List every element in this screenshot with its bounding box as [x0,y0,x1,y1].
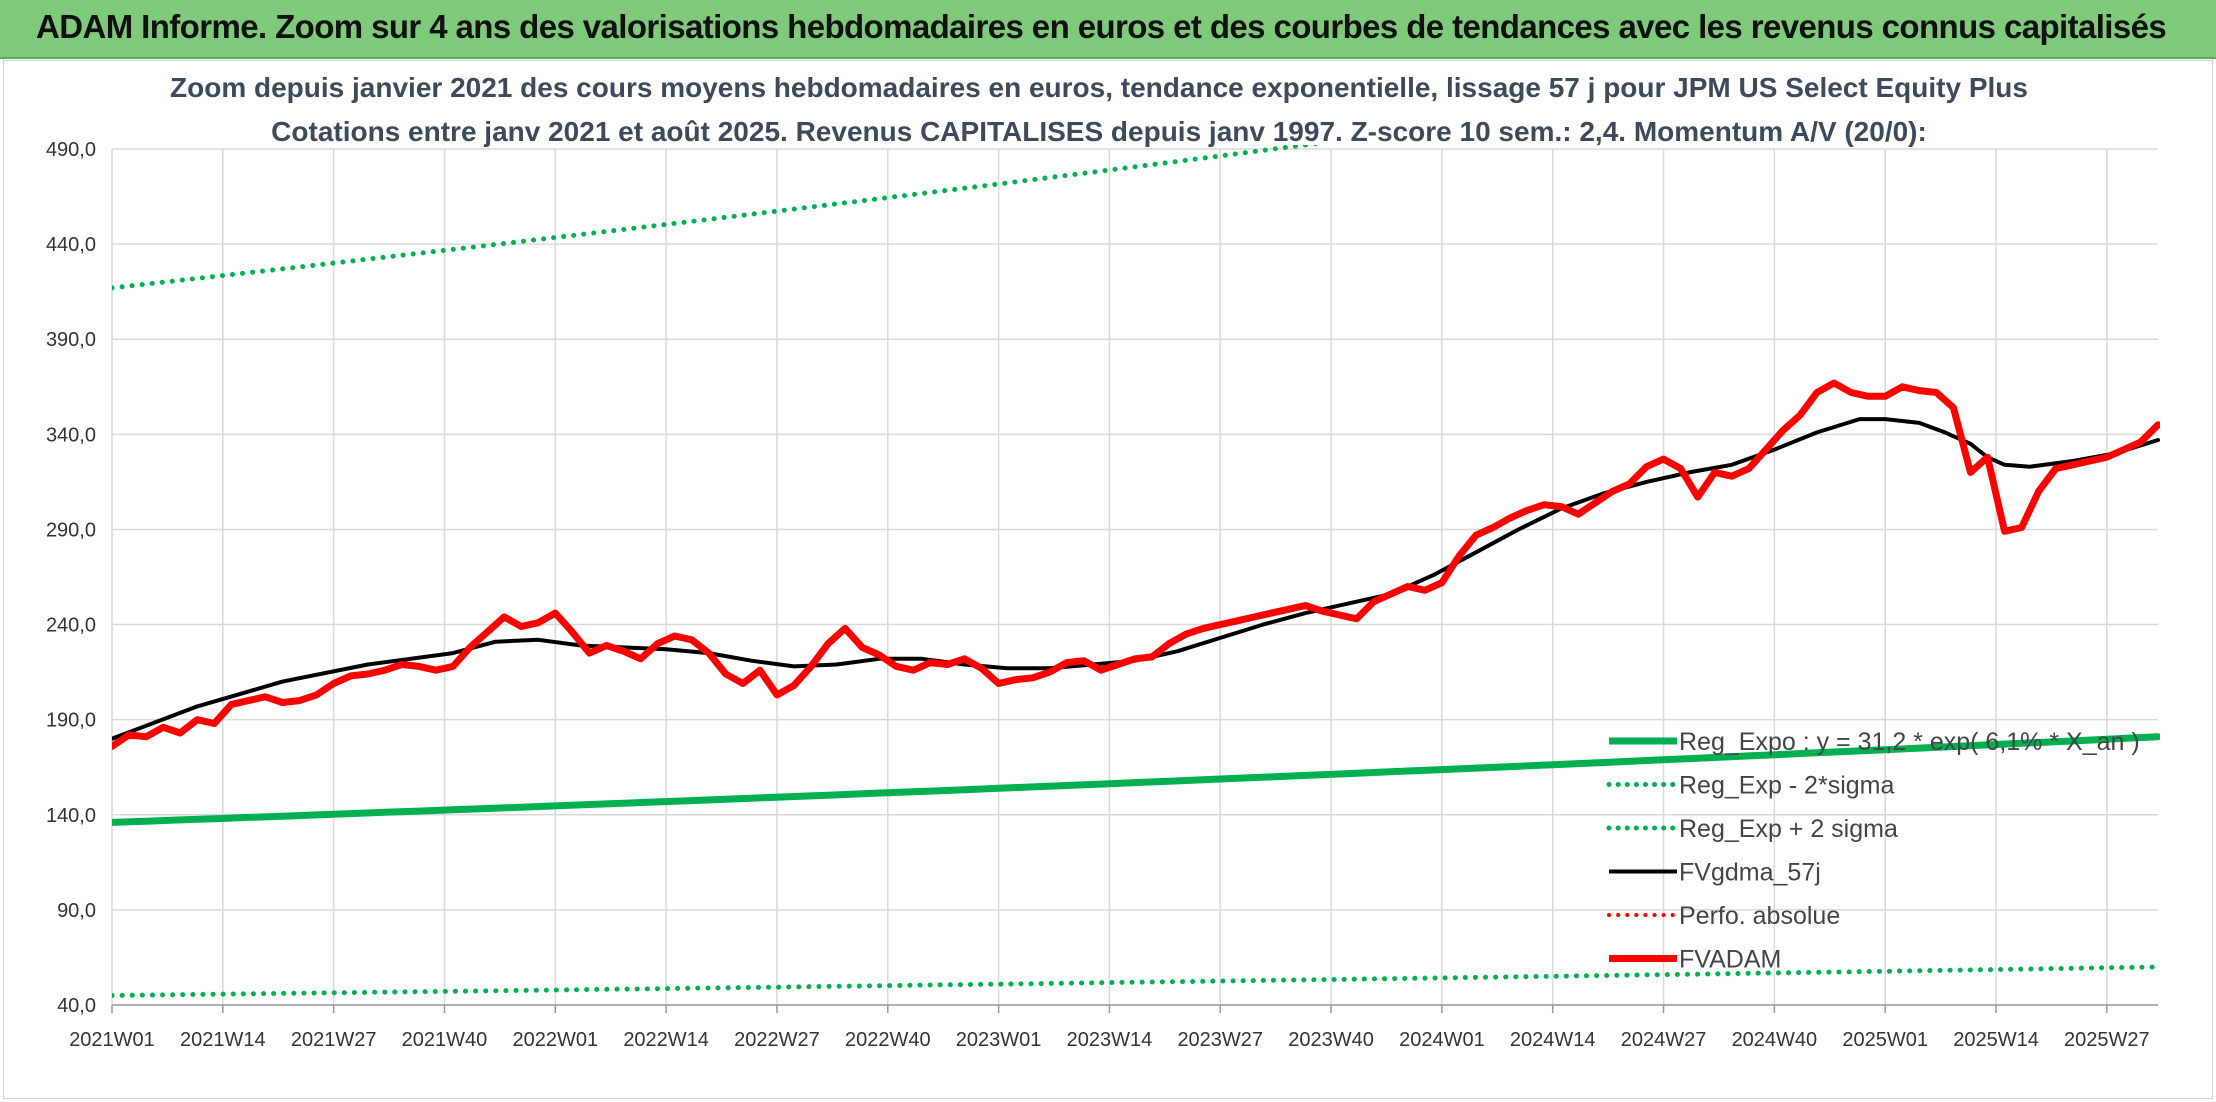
title-backdrop-2 [274,105,1924,145]
x-tick-label: 2024W27 [1621,1029,1707,1051]
chart-frame: 490,0 440,0 390,0 340,0 290,0 240,0 190,0 140,0… [3,60,2213,1099]
x-tick-label: 2023W14 [1067,1029,1153,1051]
x-tick-label: 2025W14 [1953,1029,2039,1051]
legend-label: Reg_Exp + 2 sigma [1679,815,1898,843]
x-tick-label: 2024W14 [1510,1029,1596,1051]
line-chart: 490,0 440,0 390,0 340,0 290,0 240,0 190,0 140,0… [46,63,2160,1051]
y-axis: 490,0 440,0 390,0 340,0 290,0 240,0 190,0 140,0… [46,139,96,1017]
grid [111,148,2158,1013]
x-tick-label: 2023W40 [1288,1029,1374,1051]
legend-label: Reg_Exp - 2*sigma [1679,772,1894,800]
y-tick-label: 340,0 [46,424,96,446]
series-lines [112,119,2160,998]
series-line-reg-exp [112,119,1521,291]
y-tick-label: 440,0 [46,234,96,256]
report-banner: ADAM Informe. Zoom sur 4 ans des valoris… [0,0,2216,59]
x-tick-label: 2024W40 [1732,1029,1818,1051]
x-tick-label: 2024W01 [1399,1029,1485,1051]
x-tick-label: 2021W01 [69,1029,155,1051]
x-tick-label: 2022W14 [623,1029,709,1051]
x-tick-label: 2025W01 [1842,1029,1928,1051]
chart-subtitle: Cotations entre janv 2021 et août 2025. … [271,116,1927,147]
x-tick-label: 2021W27 [291,1029,377,1051]
series-line-fvgdma-57j [112,417,2160,741]
legend-label: Perfo. absolue [1679,902,1840,930]
x-tick-label: 2023W27 [1177,1029,1263,1051]
x-tick-label: 2022W01 [512,1029,598,1051]
title-backdrop-1 [274,63,1924,103]
x-tick-label: 2023W01 [956,1029,1042,1051]
y-tick-label: 490,0 [46,139,96,161]
x-tick-label: 2022W40 [845,1029,931,1051]
series-line-fvadam [112,379,2160,750]
x-axis: 2021W01 2021W14 2021W27 2021W40 2022W01 2022W… [69,1029,2149,1051]
y-tick-label: 140,0 [46,805,96,827]
y-tick-label: 190,0 [46,710,96,732]
x-tick-label: 2021W14 [180,1029,266,1051]
y-tick-label: 390,0 [46,329,96,351]
y-tick-label: 90,0 [57,900,96,922]
series-line-reg-expo [112,733,2160,826]
legend-label: FVADAM [1679,946,1781,974]
y-tick-label: 290,0 [46,519,96,541]
y-tick-label: 40,0 [57,995,96,1017]
x-tick-label: 2022W27 [734,1029,820,1051]
legend-label: FVgdma_57j [1679,859,1821,887]
series-line-reg-exp [112,964,2160,998]
y-tick-label: 240,0 [46,615,96,637]
chart-title-block: Zoom depuis janvier 2021 des cours moyen… [170,63,2028,147]
legend-label: Reg_Expo : y = 31,2 * exp( 6,1% * X_an ) [1679,728,2140,756]
x-tick-label: 2021W40 [402,1029,488,1051]
legend: Reg_Expo : y = 31,2 * exp( 6,1% * X_an )… [1606,728,2140,974]
chart-title: Zoom depuis janvier 2021 des cours moyen… [170,72,2028,103]
x-tick-label: 2025W27 [2064,1029,2150,1051]
report-title: ADAM Informe. Zoom sur 4 ans des valoris… [36,8,2167,45]
